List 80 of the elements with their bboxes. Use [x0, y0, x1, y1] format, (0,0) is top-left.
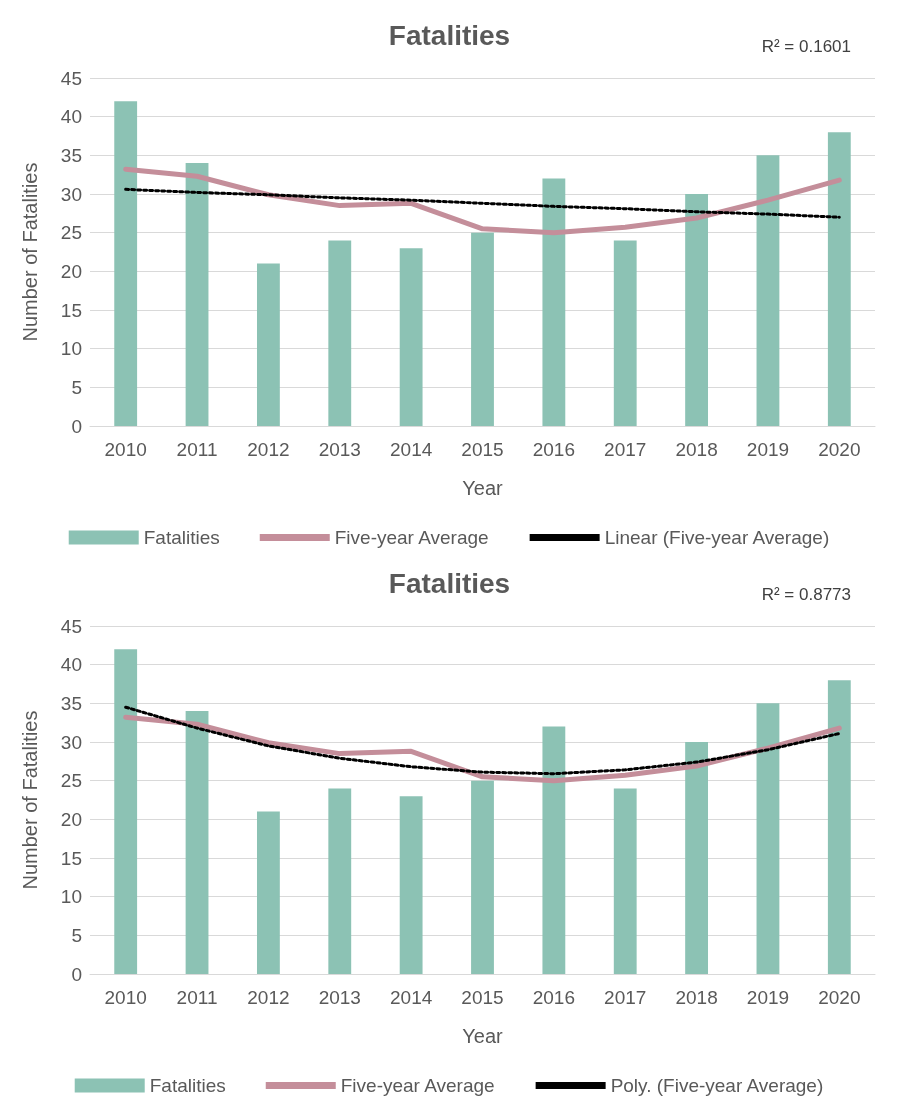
bar — [685, 742, 709, 974]
y-tick-label: 15 — [60, 847, 82, 869]
x-tick-label: 2019 — [746, 439, 790, 460]
chart-title: Fatalities — [388, 19, 511, 51]
y-tick-label: 20 — [60, 808, 82, 830]
y-tick-label: 10 — [60, 886, 82, 908]
x-tick-label: 2010 — [104, 987, 147, 1008]
x-tick-label: 2013 — [318, 987, 361, 1008]
bar — [827, 132, 851, 426]
x-tick-label: 2017 — [604, 439, 647, 460]
bar — [256, 263, 280, 426]
y-tick-label: 45 — [60, 615, 82, 637]
y-tick-label: 30 — [60, 731, 82, 753]
legend-label: Poly. (Five-year Average) — [610, 1075, 824, 1096]
x-tick-label: 2010 — [104, 439, 147, 460]
x-tick-label: 2014 — [390, 439, 433, 460]
y-tick-label: 5 — [71, 376, 82, 398]
y-tick-label: 0 — [71, 415, 82, 437]
legend-label: Five-year Average — [334, 527, 489, 548]
x-tick-label: 2018 — [675, 987, 718, 1008]
x-tick-label: 2016 — [532, 987, 575, 1008]
x-tick-label: 2020 — [818, 987, 861, 1008]
x-tick-label: 2015 — [461, 439, 504, 460]
bar — [613, 240, 637, 426]
x-axis-title: Year — [462, 1025, 504, 1047]
y-tick-label: 25 — [60, 770, 82, 792]
text: R² = 0.1601 — [761, 37, 851, 56]
x-tick-label: 2017 — [604, 987, 647, 1008]
bar — [756, 703, 780, 974]
line-series — [124, 705, 841, 776]
bar — [114, 649, 138, 974]
bar — [399, 796, 423, 974]
x-tick-label: 2018 — [675, 439, 718, 460]
bar — [613, 788, 637, 974]
x-tick-label: 2012 — [247, 987, 290, 1008]
y-axis-title: Number of Fatalities — [19, 162, 41, 342]
text: R² = 0.8773 — [761, 585, 851, 604]
bar — [542, 726, 566, 974]
x-tick-label: 2019 — [746, 987, 790, 1008]
x-tick-label: 2020 — [818, 439, 861, 460]
y-tick-label: 35 — [60, 144, 82, 166]
legend-label: Fatalities — [149, 1075, 226, 1096]
bar — [399, 248, 423, 426]
bar — [185, 163, 209, 426]
bar — [827, 680, 851, 974]
x-tick-label: 2013 — [318, 439, 361, 460]
y-tick-label: 5 — [71, 924, 82, 946]
bar — [542, 178, 566, 426]
x-tick-label: 2016 — [532, 439, 575, 460]
y-tick-label: 0 — [71, 963, 82, 985]
bar — [256, 811, 280, 974]
bar — [114, 101, 138, 426]
x-tick-label: 2012 — [247, 439, 290, 460]
bar — [685, 194, 709, 426]
bar — [471, 780, 494, 974]
bar — [185, 711, 209, 974]
y-axis-title: Number of Fatalities — [19, 710, 41, 890]
legend-label: Linear (Five-year Average) — [604, 527, 830, 548]
y-tick-label: 20 — [60, 260, 82, 282]
bar — [756, 155, 780, 426]
y-tick-label: 40 — [60, 106, 82, 128]
legend-label: Fatalities — [143, 527, 220, 548]
bar — [328, 240, 352, 426]
y-tick-label: 45 — [60, 67, 82, 89]
x-tick-label: 2011 — [176, 439, 218, 460]
chart-title: Fatalities — [388, 567, 511, 599]
bar — [471, 232, 494, 426]
line-series — [124, 187, 841, 219]
y-tick-label: 35 — [60, 692, 82, 714]
y-tick-label: 25 — [60, 222, 82, 244]
x-tick-label: 2015 — [461, 987, 504, 1008]
y-tick-label: 40 — [60, 654, 82, 676]
bar — [328, 788, 352, 974]
x-tick-label: 2011 — [176, 987, 218, 1008]
y-tick-label: 30 — [60, 183, 82, 205]
x-tick-label: 2014 — [390, 987, 433, 1008]
x-axis-title: Year — [462, 477, 504, 499]
y-tick-label: 15 — [60, 299, 82, 321]
legend-label: Five-year Average — [340, 1075, 495, 1096]
y-tick-label: 10 — [60, 338, 82, 360]
